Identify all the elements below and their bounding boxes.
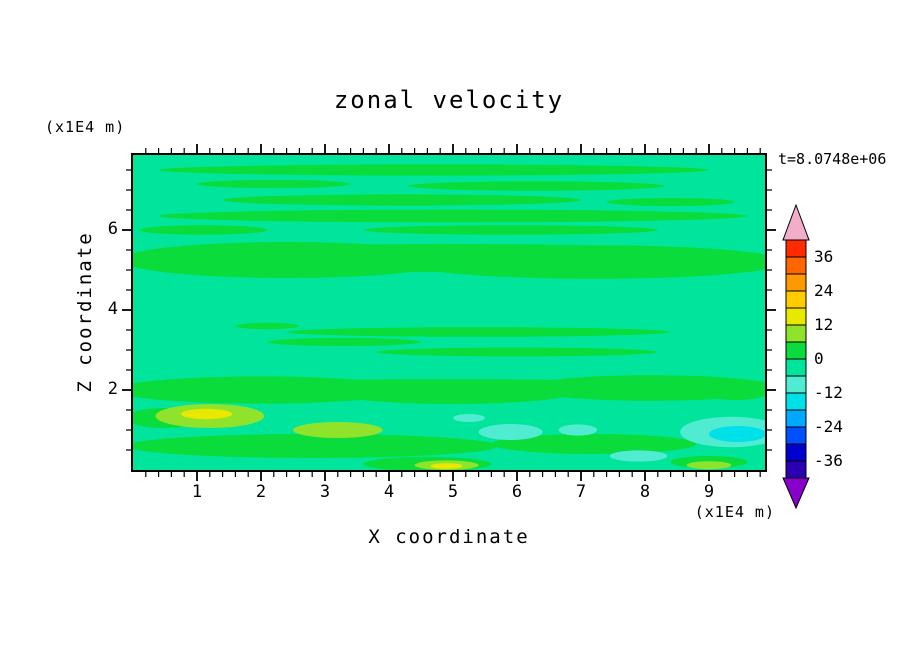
contour-region (606, 198, 735, 206)
contour-region (267, 338, 421, 346)
contour-region (139, 225, 268, 235)
contour-region (609, 450, 668, 462)
time-annotation: t=8.0748e+06 (778, 150, 887, 168)
colorbar-segment (785, 290, 807, 309)
x-tick-label: 5 (447, 482, 459, 502)
colorbar-segment (785, 239, 807, 258)
contour-region (430, 463, 463, 469)
y-axis-unit-label: (x1E4 m) (45, 118, 126, 136)
z-tick-label: 6 (107, 219, 118, 239)
z-tick-label: 4 (107, 299, 118, 319)
contour-region (478, 424, 543, 440)
x-tick-label: 9 (703, 482, 715, 502)
colorbar-segment (785, 392, 807, 411)
contour-region (133, 244, 765, 272)
colorbar-over-arrow (782, 203, 810, 241)
colorbar-segment (785, 256, 807, 275)
colorbar-tick-label: -12 (814, 383, 843, 402)
contour-region (491, 434, 697, 454)
contour-region (235, 322, 300, 330)
colorbar-tick-label: 24 (814, 281, 834, 300)
colorbar-segment (785, 324, 807, 343)
x-tick-label: 6 (511, 482, 523, 502)
colorbar-segment (785, 341, 807, 360)
colorbar-tick-label: 12 (814, 315, 834, 334)
x-tick-label: 4 (383, 482, 395, 502)
contour-region (702, 388, 765, 400)
colorbar-tick-label: 36 (814, 247, 834, 266)
contour-region (408, 181, 665, 191)
colorbar-segment (785, 460, 807, 479)
contour-region (197, 180, 351, 188)
colorbar (782, 203, 810, 510)
plot-area (131, 153, 767, 472)
colorbar-under-arrow (782, 477, 810, 510)
chart-title: zonal velocity (333, 86, 565, 114)
contour-region (158, 164, 709, 176)
colorbar-tick-label: 0 (814, 349, 824, 368)
contour-field (133, 155, 765, 470)
colorbar-segment (785, 273, 807, 292)
colorbar-tick-label: -24 (814, 417, 843, 436)
x-tick-label: 1 (191, 482, 203, 502)
contour-region (709, 426, 765, 442)
x-tick-label: 7 (575, 482, 587, 502)
contour-region (363, 225, 658, 235)
z-tick-label: 2 (107, 379, 118, 399)
contour-region (686, 461, 732, 470)
colorbar-segment (785, 358, 807, 377)
contour-region (376, 347, 658, 357)
colorbar-segment (785, 443, 807, 462)
colorbar-segment (785, 409, 807, 428)
contour-region (158, 209, 748, 223)
contour-region (286, 327, 671, 337)
x-tick-label: 3 (319, 482, 331, 502)
x-tick-label: 8 (639, 482, 651, 502)
contour-region (558, 424, 597, 436)
contour-region (133, 434, 498, 458)
contour-region (293, 422, 383, 438)
colorbar-tick-label: -36 (814, 451, 843, 470)
x-axis-title: X coordinate (368, 526, 530, 548)
x-tick-label: 2 (255, 482, 267, 502)
contour-region (222, 194, 582, 206)
contour-region (453, 414, 485, 422)
contour-region (181, 408, 233, 420)
colorbar-segment (785, 375, 807, 394)
x-axis-unit-label: (x1E4 m) (694, 503, 775, 521)
contour-region (133, 379, 765, 397)
colorbar-segment (785, 307, 807, 326)
colorbar-segment (785, 426, 807, 445)
